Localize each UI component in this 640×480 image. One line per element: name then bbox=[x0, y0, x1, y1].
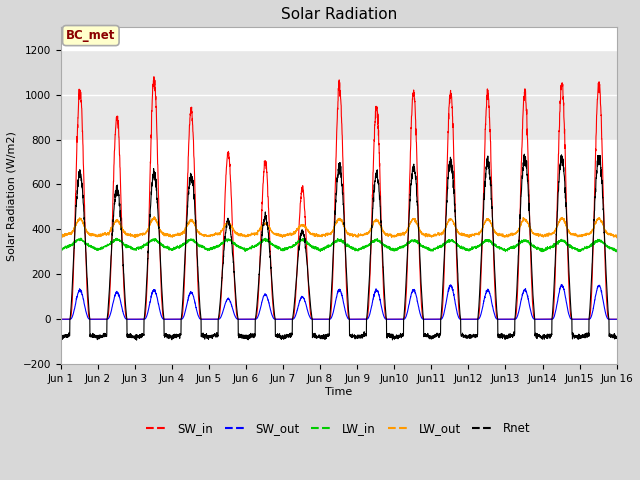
SW_out bbox=[393, 316, 401, 322]
SW_in bbox=[560, 116, 568, 122]
SW_in bbox=[393, 316, 401, 322]
SW_in bbox=[612, 316, 620, 322]
Line: Rnet: Rnet bbox=[61, 154, 617, 340]
SW_in bbox=[613, 316, 621, 322]
LW_in bbox=[393, 248, 401, 253]
Line: LW_in: LW_in bbox=[61, 238, 617, 252]
LW_in bbox=[77, 235, 84, 241]
LW_out bbox=[393, 233, 401, 239]
LW_in bbox=[403, 240, 410, 246]
SW_out bbox=[613, 316, 621, 322]
LW_out bbox=[403, 228, 410, 234]
LW_in bbox=[560, 238, 568, 244]
SW_in bbox=[150, 74, 158, 80]
Title: Solar Radiation: Solar Radiation bbox=[280, 7, 397, 22]
Rnet bbox=[612, 334, 620, 339]
SW_out bbox=[403, 312, 410, 318]
SW_in bbox=[57, 316, 65, 322]
SW_in bbox=[212, 316, 220, 322]
Rnet bbox=[393, 335, 401, 340]
LW_out bbox=[176, 233, 184, 239]
SW_out bbox=[176, 316, 184, 322]
Line: SW_out: SW_out bbox=[61, 285, 617, 319]
Rnet bbox=[613, 334, 621, 339]
SW_out bbox=[57, 316, 65, 322]
Rnet bbox=[560, 172, 568, 178]
LW_out bbox=[612, 232, 620, 238]
Text: BC_met: BC_met bbox=[66, 29, 116, 42]
Rnet bbox=[212, 331, 220, 336]
LW_in bbox=[57, 247, 65, 252]
Line: SW_in: SW_in bbox=[61, 77, 617, 319]
SW_out bbox=[558, 282, 566, 288]
LW_in bbox=[613, 248, 621, 254]
SW_out bbox=[212, 316, 220, 322]
SW_in bbox=[176, 316, 184, 322]
LW_out bbox=[57, 233, 65, 239]
LW_out bbox=[150, 214, 158, 219]
Rnet bbox=[520, 151, 528, 157]
Legend: SW_in, SW_out, LW_in, LW_out, Rnet: SW_in, SW_out, LW_in, LW_out, Rnet bbox=[141, 417, 536, 440]
X-axis label: Time: Time bbox=[325, 387, 352, 396]
Rnet bbox=[176, 333, 184, 339]
SW_in bbox=[403, 281, 410, 287]
Rnet bbox=[132, 337, 140, 343]
Bar bbox=[61, 50, 617, 140]
Line: LW_out: LW_out bbox=[61, 216, 617, 238]
LW_in bbox=[612, 249, 620, 255]
Rnet bbox=[57, 335, 65, 341]
Rnet bbox=[403, 267, 410, 273]
LW_out bbox=[212, 230, 220, 236]
SW_out bbox=[612, 316, 620, 322]
Y-axis label: Solar Radiation (W/m2): Solar Radiation (W/m2) bbox=[7, 131, 17, 261]
LW_in bbox=[212, 245, 220, 251]
LW_out bbox=[612, 235, 620, 240]
SW_out bbox=[560, 286, 568, 292]
LW_in bbox=[176, 243, 184, 249]
LW_out bbox=[613, 234, 621, 240]
LW_in bbox=[612, 248, 620, 254]
LW_out bbox=[560, 218, 568, 224]
